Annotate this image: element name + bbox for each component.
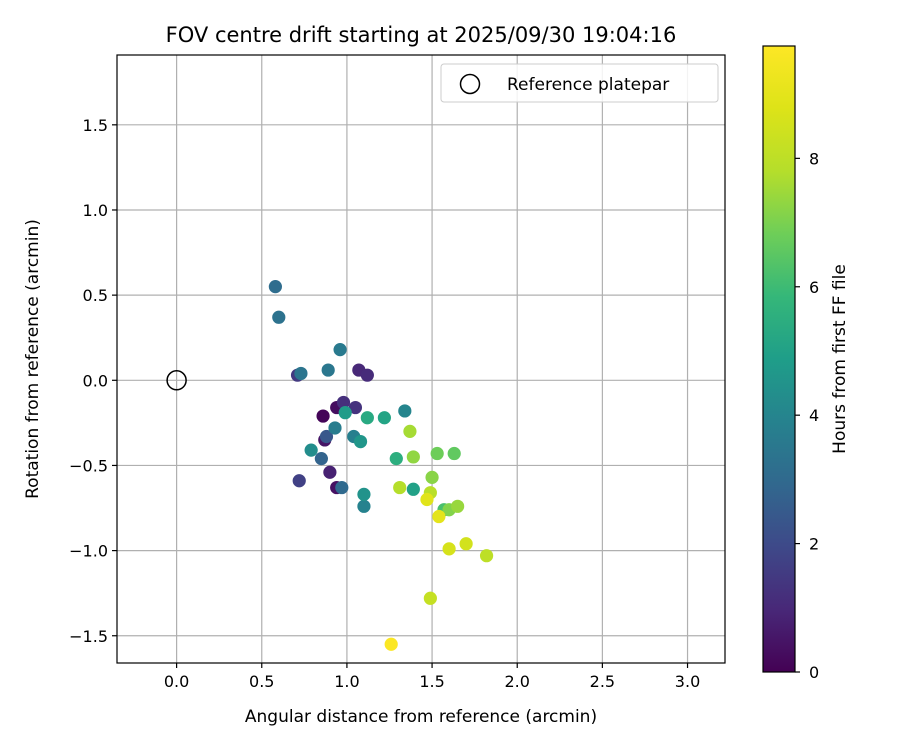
data-point	[393, 480, 407, 495]
x-tick-label: 2.0	[504, 672, 529, 691]
data-point	[338, 406, 352, 420]
data-point	[321, 363, 335, 377]
y-tick-label: 1.5	[83, 116, 108, 135]
x-tick-label: 1.5	[419, 672, 444, 691]
colorbar-label: Hours from first FF file	[830, 264, 850, 454]
data-point	[403, 424, 417, 438]
y-tick-label: −0.5	[69, 456, 108, 475]
data-point	[360, 368, 374, 382]
data-point	[447, 446, 461, 461]
data-point	[353, 434, 368, 449]
data-point	[314, 452, 328, 466]
data-point	[389, 452, 403, 466]
x-axis-label: Angular distance from reference (arcmin)	[245, 707, 597, 727]
y-axis-label: Rotation from reference (arcmin)	[23, 219, 43, 499]
data-point	[425, 470, 439, 484]
reference-marker-layer	[166, 370, 187, 391]
data-point	[323, 465, 337, 479]
data-point	[459, 537, 473, 551]
legend-reference-marker	[459, 73, 481, 95]
colorbar-tick-label: 6	[809, 278, 819, 297]
y-tick-label: 1.0	[83, 201, 108, 220]
data-point	[360, 411, 374, 425]
data-point	[479, 549, 494, 563]
x-tick-label: 3.0	[675, 672, 700, 691]
data-point	[292, 474, 306, 488]
data-point	[377, 411, 391, 425]
data-point	[348, 400, 363, 415]
data-point	[451, 499, 465, 513]
data-point	[406, 482, 420, 496]
data-point	[357, 499, 371, 513]
x-tick-label: 0.5	[249, 672, 274, 691]
plot-area	[117, 55, 725, 663]
data-point	[384, 637, 398, 651]
chart-title: FOV centre drift starting at 2025/09/30 …	[166, 23, 677, 47]
data-point	[432, 509, 446, 524]
colorbar-tick-label: 0	[809, 663, 819, 682]
data-point	[268, 280, 282, 294]
legend: Reference platepar	[440, 63, 719, 103]
data-point	[304, 443, 318, 457]
colorbar-tick-label: 2	[809, 535, 819, 554]
colorbar: 0 2 4 6 8 Hours from first FF file	[762, 45, 850, 682]
x-axis-ticks: 0.0 0.5 1.0 1.5 2.0 2.5 3.0	[164, 663, 700, 691]
grid-lines	[117, 55, 725, 663]
data-point	[316, 409, 330, 423]
legend-box	[440, 63, 719, 103]
data-point	[430, 446, 444, 461]
y-tick-label: 0.0	[83, 371, 108, 390]
x-tick-label: 1.0	[334, 672, 359, 691]
data-point	[272, 310, 286, 324]
data-point	[423, 591, 437, 605]
data-point	[333, 343, 347, 357]
legend-entry-reference: Reference platepar	[507, 75, 669, 95]
data-point	[442, 542, 456, 556]
data-points	[268, 280, 494, 651]
reference-platepar-marker	[166, 370, 187, 391]
data-point	[406, 450, 420, 464]
x-tick-label: 0.0	[164, 672, 189, 691]
y-axis-ticks: −1.5 −1.0 −0.5 0.0 0.5 1.0 1.5	[69, 116, 117, 646]
data-point	[398, 404, 412, 418]
data-point	[294, 366, 308, 381]
data-point	[357, 487, 371, 501]
plot-frame	[116, 54, 726, 664]
data-point	[319, 429, 334, 444]
colorbar-gradient	[762, 45, 796, 673]
data-point	[328, 421, 342, 435]
colorbar-tick-label: 4	[809, 406, 819, 425]
y-tick-label: −1.5	[69, 627, 108, 646]
data-point	[336, 395, 351, 410]
x-tick-label: 2.5	[590, 672, 615, 691]
colorbar-ticks: 0 2 4 6 8	[795, 149, 819, 682]
data-point	[335, 480, 349, 495]
data-point	[420, 492, 434, 507]
colorbar-tick-label: 8	[809, 149, 819, 168]
y-tick-label: −1.0	[69, 542, 108, 561]
y-tick-label: 0.5	[83, 286, 108, 305]
